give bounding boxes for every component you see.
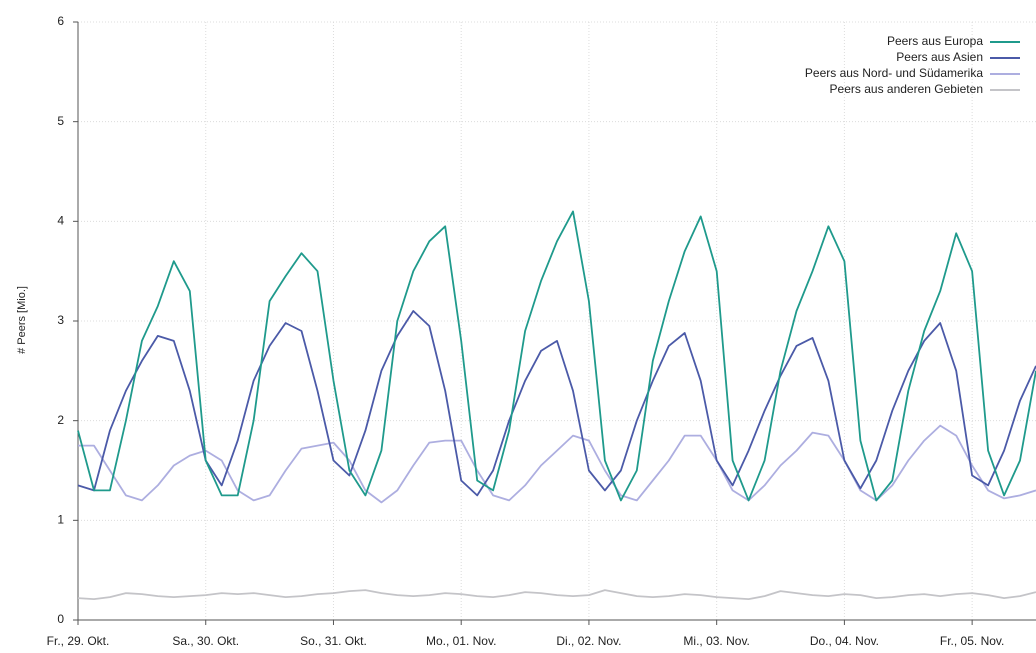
y-tick-label: 0	[57, 612, 64, 626]
x-tick-label: Fr., 29. Okt.	[47, 634, 110, 648]
x-tick-label: Fr., 05. Nov.	[940, 634, 1004, 648]
y-tick-label: 3	[57, 313, 64, 327]
series-line	[77, 210, 1036, 502]
legend-label: Peers aus Europa	[887, 34, 983, 48]
x-tick-label: Do., 04. Nov.	[810, 634, 879, 648]
y-axis-label: # Peers [Mio.]	[16, 286, 28, 354]
legend-label: Peers aus Nord- und Südamerika	[805, 66, 983, 80]
legend-label: Peers aus anderen Gebieten	[830, 82, 983, 96]
x-tick-label: Mi., 03. Nov.	[683, 634, 749, 648]
series-line	[78, 424, 1036, 504]
y-tick-label: 1	[57, 513, 64, 527]
x-tick-label: So., 31. Okt.	[300, 634, 367, 648]
series-line	[77, 310, 1036, 497]
y-tick-label: 6	[57, 14, 64, 28]
y-tick-label: 4	[57, 214, 64, 228]
x-tick-label: Sa., 30. Okt.	[172, 634, 239, 648]
series-line	[77, 589, 1036, 600]
x-tick-label: Mo., 01. Nov.	[426, 634, 496, 648]
y-tick-label: 5	[57, 114, 64, 128]
y-tick-label: 2	[57, 413, 64, 427]
legend-label: Peers aus Asien	[896, 50, 983, 64]
x-tick-label: Di., 02. Nov.	[556, 634, 621, 648]
